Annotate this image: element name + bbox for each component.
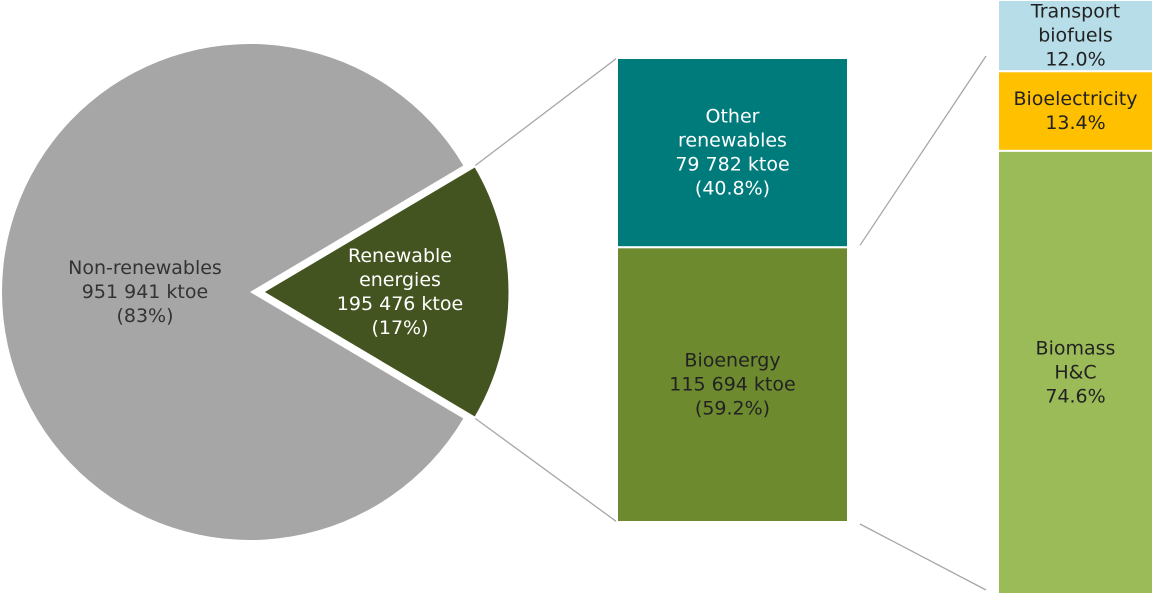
bar-label-bioelectricity-line: 13.4% <box>1045 112 1105 134</box>
bar-label-biomass-hc-line: 74.6% <box>1045 385 1105 407</box>
bar-label-other-renewables-line: renewables <box>678 129 787 151</box>
bar-label-bioenergy-line: 115 694 ktoe <box>669 373 795 395</box>
bar-segment-biomass-hc <box>997 149 1153 594</box>
bar-segment-bioelectricity <box>997 70 1153 152</box>
pie-label-non-renewables-line: (83%) <box>116 305 173 327</box>
pie-label-renewable-energies-line: (17%) <box>371 317 428 339</box>
connector-line-bio-bottom <box>859 523 987 591</box>
connector-line-top <box>474 57 618 167</box>
bar-label-biomass-hc-line: Biomass <box>1036 337 1116 359</box>
pie-label-non-renewables-line: Non-renewables <box>68 257 222 279</box>
bar-label-other-renewables-line: (40.8%) <box>695 177 770 199</box>
pie-label-non-renewables: Non-renewables 951 941 ktoe (83%) <box>68 257 222 327</box>
bar-label-bioenergy-line: (59.2%) <box>695 397 770 419</box>
bar-label-other-renewables: Other renewables 79 782 ktoe (40.8%) <box>675 105 789 199</box>
bar-label-bioelectricity: Bioelectricity 13.4% <box>1013 88 1137 134</box>
pie-label-renewable-energies-line: Renewable <box>348 245 452 267</box>
bar-label-transport-biofuels: Transport biofuels 12.0% <box>1030 0 1120 70</box>
pie-label-renewable-energies: Renewable energies 195 476 ktoe (17%) <box>337 245 463 339</box>
bar-segment-other-renewables <box>616 57 849 249</box>
connector-line-bottom <box>474 417 618 523</box>
bar-label-biomass-hc-line: H&C <box>1054 361 1096 383</box>
bar-label-biomass-hc: Biomass H&C 74.6% <box>1036 337 1116 407</box>
bar-label-transport-biofuels-line: 12.0% <box>1045 48 1105 70</box>
pie-label-non-renewables-line: 951 941 ktoe <box>82 281 208 303</box>
bar-label-other-renewables-line: 79 782 ktoe <box>675 153 789 175</box>
bar-segment-transport-biofuels <box>997 0 1153 73</box>
pie-label-renewable-energies-line: energies <box>359 269 441 291</box>
bar-label-other-renewables-line: Other <box>706 105 760 127</box>
bar-label-transport-biofuels-line: biofuels <box>1038 24 1113 46</box>
connector-line-bio-top <box>859 55 987 246</box>
pie-slice-non-renewables <box>2 44 464 541</box>
bar-segment-bioenergy <box>616 246 849 523</box>
pie-slice-renewable-energies <box>259 163 512 421</box>
bar-label-bioenergy: Bioenergy 115 694 ktoe (59.2%) <box>669 349 795 419</box>
bar-label-bioelectricity-line: Bioelectricity <box>1013 88 1137 110</box>
bar-label-transport-biofuels-line: Transport <box>1030 0 1120 22</box>
bar-label-bioenergy-line: Bioenergy <box>684 349 780 371</box>
pie-label-renewable-energies-line: 195 476 ktoe <box>337 293 463 315</box>
